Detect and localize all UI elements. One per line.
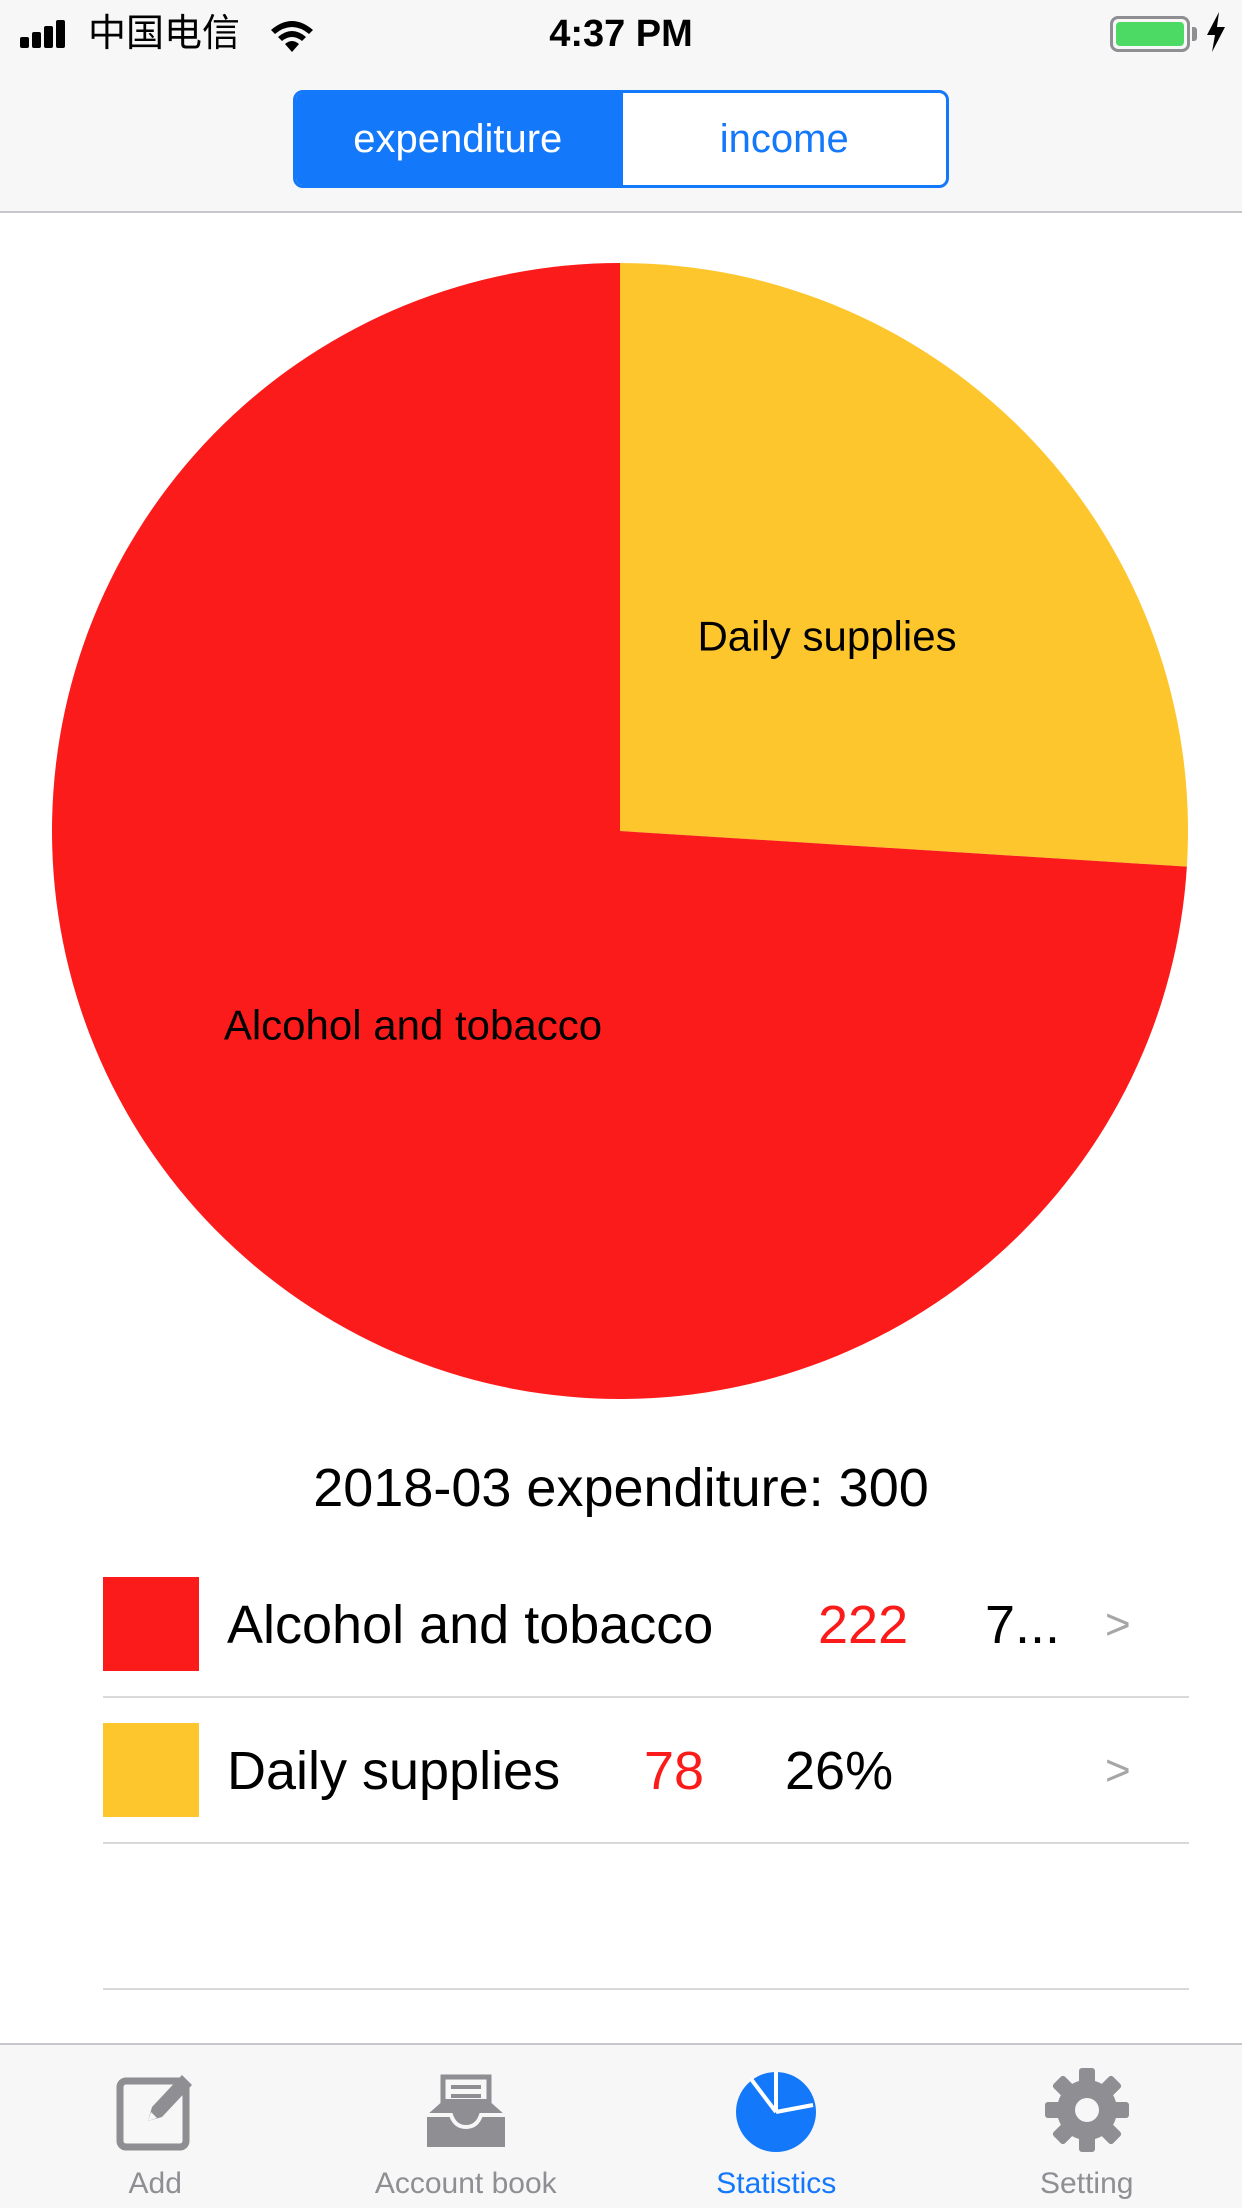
segment-expenditure[interactable]: expenditure — [296, 93, 620, 185]
charging-bolt-icon — [1207, 12, 1225, 52]
tab-label: Statistics — [716, 2167, 837, 2200]
summary-label: expenditure: — [526, 1458, 824, 1518]
category-amount: 222 — [818, 1595, 909, 1655]
category-list: Alcohol and tobacco 222 7... > Daily sup… — [103, 1552, 1189, 1990]
pie-chart-svg: Daily supplies Alcohol and tobacco — [52, 263, 1188, 1399]
battery-icon — [1110, 16, 1190, 52]
chevron-right-icon: > — [1105, 1600, 1131, 1649]
status-time: 4:37 PM — [549, 13, 693, 55]
category-percent: 7... — [985, 1595, 1061, 1655]
status-bar: 中国电信 4:37 PM — [0, 0, 1242, 66]
category-color-swatch — [103, 1577, 199, 1671]
gear-icon — [1042, 2065, 1132, 2155]
category-percent: 26% — [785, 1741, 894, 1801]
list-item-daily-supplies[interactable]: Daily supplies 78 26% > — [103, 1698, 1189, 1844]
tab-label: Account book — [374, 2167, 557, 2200]
wifi-icon — [271, 21, 313, 52]
summary-month: 2018-03 — [313, 1458, 512, 1518]
carrier-name: 中国电信 — [88, 13, 241, 55]
pie-slice-label: Daily supplies — [697, 613, 956, 660]
tab-setting[interactable]: Setting — [932, 2045, 1242, 2208]
inbox-tray-icon — [421, 2065, 511, 2155]
chevron-right-icon: > — [1105, 1746, 1131, 1795]
tab-add[interactable]: Add — [0, 2045, 311, 2208]
monthly-summary: 2018-03 expenditure: 300 — [0, 1455, 1242, 1521]
pie-slice-daily-supplies — [620, 263, 1188, 867]
pie-slice-label: Alcohol and tobacco — [224, 1001, 602, 1048]
tab-label: Add — [128, 2167, 182, 2200]
category-color-swatch — [103, 1723, 199, 1817]
tab-statistics[interactable]: Statistics — [621, 2045, 932, 2208]
expenditure-pie-chart: Daily supplies Alcohol and tobacco — [52, 263, 1188, 1399]
pie-slice-alcohol-and-tobacco — [52, 263, 1187, 1399]
expenditure-income-toggle[interactable]: expenditure income — [293, 90, 949, 188]
top-bar: 中国电信 4:37 PM expenditure income — [0, 0, 1242, 213]
list-item-alcohol-and-tobacco[interactable]: Alcohol and tobacco 222 7... > — [103, 1552, 1189, 1698]
category-name: Alcohol and tobacco — [227, 1595, 714, 1655]
edit-icon — [110, 2065, 200, 2155]
list-item-empty — [103, 1844, 1189, 1990]
tab-bar: Add Account book Statistics — [0, 2043, 1242, 2208]
summary-total: 300 — [838, 1458, 929, 1518]
category-name: Daily supplies — [227, 1741, 561, 1801]
tab-account-book[interactable]: Account book — [311, 2045, 622, 2208]
tab-label: Setting — [1040, 2167, 1134, 2200]
pie-chart-icon — [731, 2065, 821, 2155]
cellular-signal-icon — [20, 20, 74, 48]
segment-income[interactable]: income — [619, 93, 947, 185]
category-amount: 78 — [644, 1741, 705, 1801]
battery-tip — [1192, 27, 1197, 41]
